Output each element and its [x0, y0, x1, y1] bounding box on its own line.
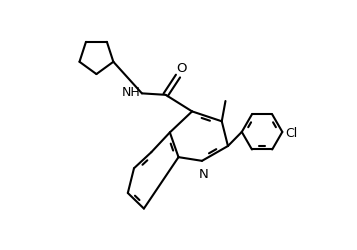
Text: Cl: Cl	[285, 128, 297, 140]
Text: NH: NH	[122, 86, 140, 99]
Text: N: N	[198, 168, 208, 181]
Text: O: O	[176, 62, 186, 75]
